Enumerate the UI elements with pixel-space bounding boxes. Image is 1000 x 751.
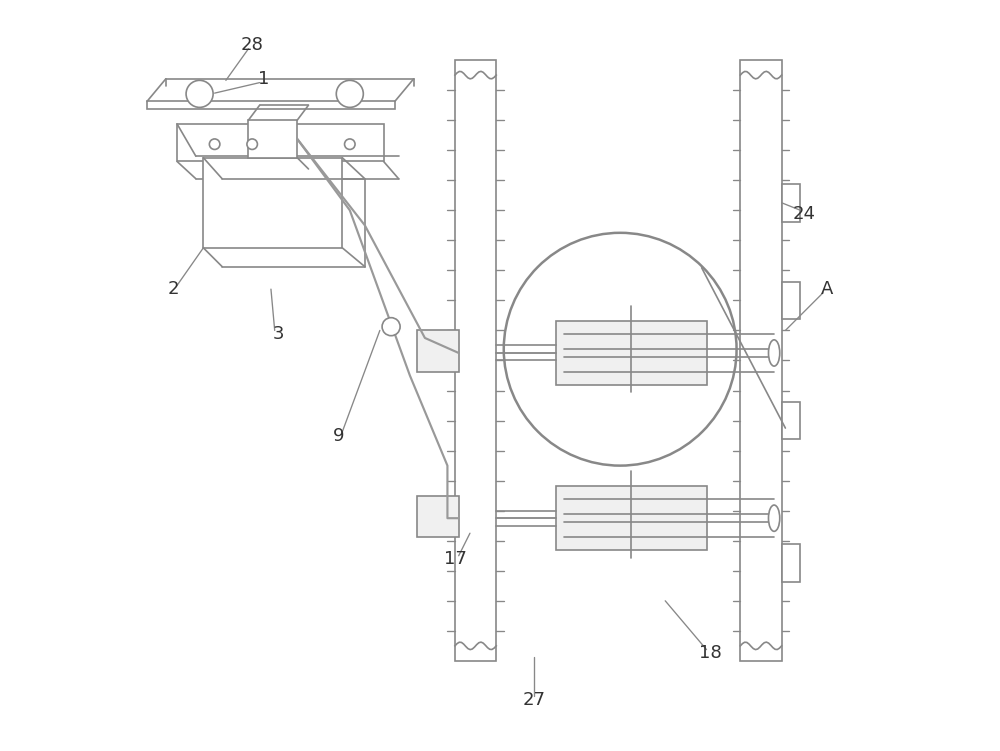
Bar [417,330,459,372]
Bar [616,336,628,354]
Bar [782,282,800,319]
Bar [616,351,628,369]
Text: 27: 27 [522,691,545,709]
Bar [177,124,384,161]
Ellipse shape [768,339,780,366]
Bar [782,402,800,439]
Circle shape [345,139,355,149]
Text: 24: 24 [793,205,816,223]
Bar [740,60,782,661]
Bar [616,502,628,520]
Circle shape [382,318,400,336]
Bar [782,544,800,582]
Bar [203,158,342,248]
Text: 28: 28 [241,36,264,54]
Bar [455,60,496,661]
Text: 2: 2 [168,280,179,298]
Bar [556,487,707,550]
Text: 18: 18 [699,644,722,662]
Bar [556,321,707,385]
Ellipse shape [768,505,780,532]
Circle shape [336,80,363,107]
Bar [782,184,800,222]
Bar [248,120,297,158]
Bar [417,496,459,537]
Circle shape [186,80,213,107]
Text: 1: 1 [258,70,269,88]
Bar [586,490,639,547]
Circle shape [209,139,220,149]
Text: 9: 9 [333,427,344,445]
Circle shape [247,139,257,149]
Polygon shape [147,101,395,109]
Text: 17: 17 [444,550,466,569]
Text: 3: 3 [273,325,284,343]
Bar [616,517,628,535]
Bar [586,324,639,381]
Text: A: A [820,280,833,298]
